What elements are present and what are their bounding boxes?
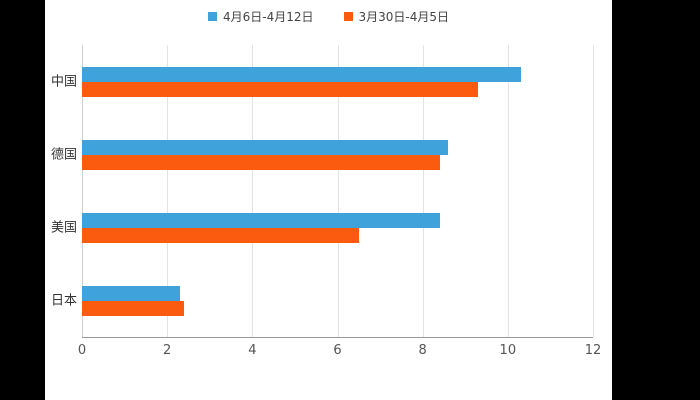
gridline-x-10 xyxy=(507,45,509,337)
y-category-label-2: 美国 xyxy=(50,220,77,235)
legend-swatch-blue-icon xyxy=(207,12,217,21)
legend-swatch-orange-icon xyxy=(343,12,353,21)
x-tick-label-10: 10 xyxy=(499,343,517,358)
gridline-x-2 xyxy=(167,45,169,337)
bar-美国-series-1[interactable] xyxy=(82,227,359,243)
chart-canvas: 4月6日-4月12日 3月30日-4月5日 中国德国美国日本 0 2 4 6 8 10 12 xyxy=(45,0,612,400)
legend: 4月6日-4月12日 3月30日-4月5日 xyxy=(45,8,612,25)
gridline-x-6 xyxy=(337,45,339,337)
x-tick-label-12: 12 xyxy=(584,343,602,358)
bar-德国-series-0[interactable] xyxy=(82,139,449,155)
x-tick-label-6: 6 xyxy=(333,343,342,358)
gridline-x-8 xyxy=(422,45,424,337)
y-category-label-1: 德国 xyxy=(50,147,77,162)
legend-item-week-previous[interactable]: 3月30日-4月5日 xyxy=(343,8,450,25)
bar-美国-series-0[interactable] xyxy=(82,212,440,228)
legend-label-week-current: 4月6日-4月12日 xyxy=(222,10,314,24)
bar-日本-series-1[interactable] xyxy=(82,300,185,316)
bar-中国-series-1[interactable] xyxy=(82,81,479,97)
legend-item-week-current[interactable]: 4月6日-4月12日 xyxy=(207,8,314,25)
gridline-x-12 xyxy=(593,45,594,337)
gridline-x-0 xyxy=(82,45,83,337)
y-category-label-3: 日本 xyxy=(50,293,77,308)
x-tick-label-0: 0 xyxy=(77,343,87,358)
x-tick-label-2: 2 xyxy=(163,343,172,358)
plot-area: 中国 德国 美国 日本 xyxy=(51,45,594,338)
x-tick-label-8: 8 xyxy=(418,343,427,358)
bar-中国-series-0[interactable] xyxy=(82,66,521,82)
bar-日本-series-0[interactable] xyxy=(82,285,180,301)
gridline-x-4 xyxy=(252,45,254,337)
y-category-label-0: 中国 xyxy=(50,74,77,89)
bar-德国-series-1[interactable] xyxy=(82,154,440,170)
x-tick-label-4: 4 xyxy=(248,343,257,358)
x-axis-tick-labels: 0 2 4 6 8 10 12 xyxy=(78,343,601,363)
legend-label-week-previous: 3月30日-4月5日 xyxy=(358,10,450,24)
